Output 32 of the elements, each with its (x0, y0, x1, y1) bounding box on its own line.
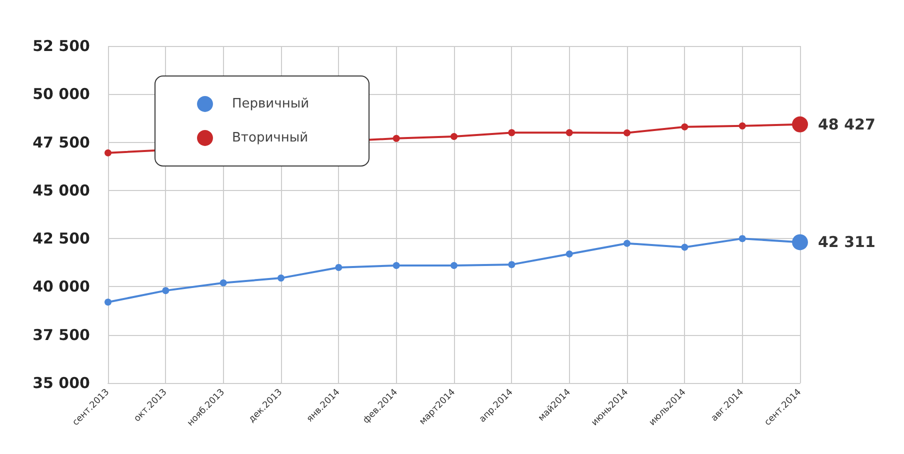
point (392, 134, 400, 142)
point (335, 264, 342, 271)
y-tick-label: 50 000 (32, 85, 90, 104)
y-tick-label: 47 500 (32, 133, 90, 152)
legend-label: Первичный (232, 96, 310, 112)
data-label: 42 311 (818, 233, 876, 252)
y-tick-label: 40 000 (32, 278, 90, 296)
point (162, 287, 170, 294)
y-tick-label: 45 000 (32, 181, 90, 200)
y-tick-label: 35 000 (32, 374, 90, 392)
point (104, 149, 112, 156)
point (508, 129, 516, 136)
data-label: 48 427 (818, 115, 876, 134)
point (624, 240, 630, 247)
point (566, 129, 573, 136)
point (681, 244, 688, 251)
point (738, 122, 746, 130)
point (220, 279, 227, 286)
point (508, 261, 516, 268)
point (738, 235, 746, 242)
point (392, 262, 400, 270)
point (104, 298, 112, 306)
legend-label: Вторичный (232, 130, 308, 146)
y-tick-label: 52 500 (32, 37, 90, 55)
point (566, 250, 573, 258)
point (681, 123, 688, 130)
point (450, 262, 458, 270)
point (624, 129, 630, 136)
y-tick-label: 37 500 (32, 326, 90, 344)
point (278, 274, 284, 282)
y-tick-label: 42 500 (32, 230, 90, 248)
point (450, 133, 458, 140)
